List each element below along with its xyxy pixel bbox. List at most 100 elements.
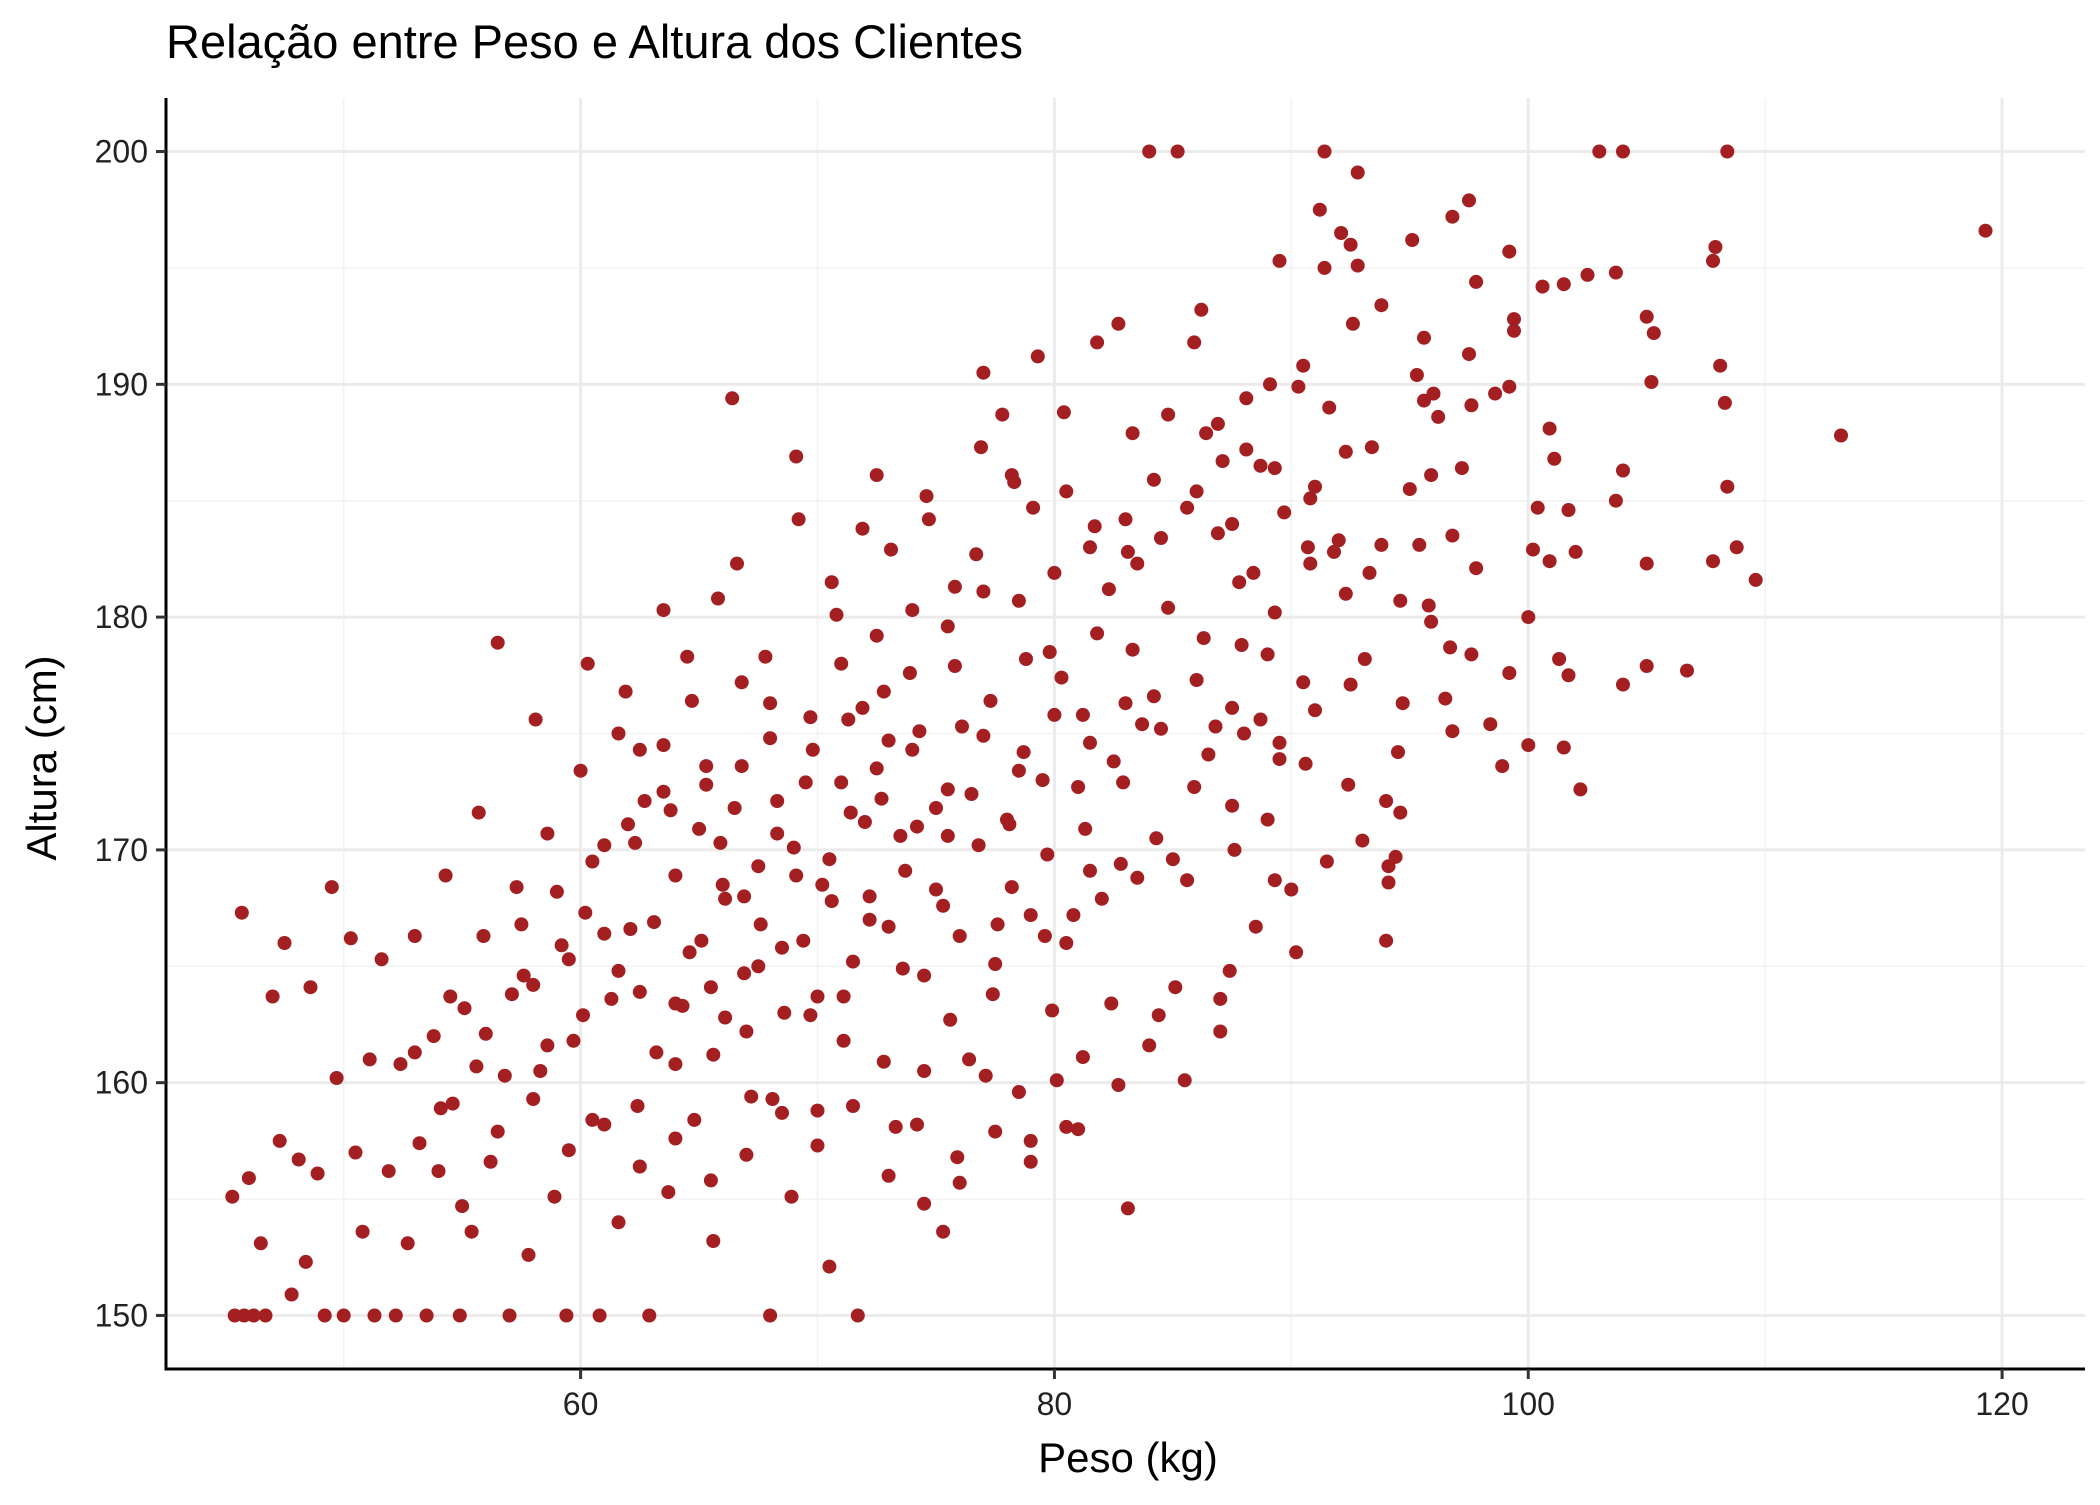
- data-point: [1196, 631, 1211, 646]
- data-point: [990, 917, 1005, 932]
- data-point: [1011, 593, 1026, 608]
- data-point: [329, 1071, 344, 1085]
- data-point: [526, 1092, 541, 1106]
- data-point: [1118, 696, 1133, 711]
- data-point: [810, 989, 825, 1004]
- data-point: [1507, 312, 1521, 327]
- data-point: [976, 584, 991, 599]
- data-point: [566, 1033, 581, 1048]
- data-point: [1338, 586, 1353, 601]
- data-point: [1180, 500, 1195, 515]
- data-point: [618, 684, 633, 699]
- data-point: [803, 710, 818, 725]
- data-point: [1239, 442, 1254, 457]
- data-point: [751, 959, 766, 974]
- data-point: [824, 575, 839, 590]
- data-point: [1644, 375, 1659, 389]
- data-point: [1717, 395, 1732, 410]
- data-point: [559, 1308, 574, 1323]
- data-point: [1199, 426, 1214, 441]
- data-point: [775, 940, 789, 955]
- data-point: [445, 1096, 460, 1111]
- data-point: [1296, 358, 1311, 373]
- data-point: [1016, 745, 1031, 760]
- data-point: [1189, 484, 1204, 499]
- data-point: [952, 1175, 967, 1190]
- data-point: [784, 1189, 799, 1204]
- data-point: [317, 1308, 332, 1323]
- data-point: [1322, 400, 1337, 415]
- data-point: [1616, 144, 1630, 159]
- data-point: [656, 603, 671, 618]
- data-point: [810, 1138, 825, 1153]
- data-point: [1000, 812, 1014, 827]
- axes: [156, 98, 2085, 1379]
- data-point: [478, 1026, 493, 1041]
- data-point: [805, 742, 820, 757]
- data-point: [419, 1308, 434, 1323]
- data-point: [739, 1024, 754, 1039]
- data-point: [1421, 598, 1436, 613]
- data-point: [1445, 724, 1460, 739]
- data-point: [1312, 202, 1327, 217]
- data-point: [1189, 673, 1204, 687]
- data-point: [1374, 298, 1389, 313]
- data-point: [1101, 582, 1116, 597]
- data-point: [1343, 237, 1358, 252]
- data-point: [1680, 663, 1694, 678]
- data-point: [1037, 929, 1052, 943]
- data-point: [737, 966, 752, 981]
- data-point: [841, 712, 856, 727]
- data-point: [1194, 302, 1209, 317]
- data-point: [983, 693, 998, 708]
- data-point: [929, 882, 943, 897]
- data-point: [632, 1159, 647, 1174]
- data-point: [1075, 707, 1090, 722]
- data-point: [1120, 1201, 1135, 1216]
- data-point: [893, 828, 908, 843]
- data-point: [713, 835, 728, 850]
- data-point: [751, 859, 766, 874]
- data-point: [1047, 707, 1062, 722]
- data-point: [1225, 798, 1240, 813]
- data-point: [1445, 528, 1460, 543]
- data-point: [1180, 873, 1195, 888]
- data-point: [884, 542, 898, 557]
- data-point: [1187, 335, 1202, 350]
- data-point: [1227, 842, 1242, 857]
- data-point: [1135, 717, 1150, 732]
- data-point: [628, 835, 643, 850]
- data-point: [1146, 689, 1161, 704]
- data-point: [1350, 258, 1365, 273]
- data-points: [225, 144, 1993, 1323]
- data-point: [876, 1054, 891, 1069]
- data-point: [547, 1189, 562, 1204]
- data-point: [533, 1064, 548, 1078]
- data-point: [862, 912, 877, 927]
- data-point: [1047, 565, 1062, 580]
- data-point: [1834, 428, 1848, 443]
- chart-title: Relação entre Peso e Altura dos Clientes: [166, 15, 1023, 68]
- data-point: [504, 987, 519, 1002]
- data-point: [1118, 512, 1133, 527]
- data-point: [1357, 652, 1372, 666]
- data-point: [905, 742, 920, 757]
- data-point: [1260, 812, 1275, 827]
- data-point: [1161, 600, 1176, 615]
- data-point: [348, 1145, 363, 1160]
- data-point: [715, 877, 730, 892]
- data-point: [632, 984, 647, 999]
- data-point: [1040, 847, 1055, 862]
- data-point: [253, 1236, 268, 1251]
- data-point: [241, 1171, 256, 1186]
- data-point: [483, 1154, 498, 1169]
- data-point: [1142, 144, 1157, 159]
- data-point: [592, 1308, 607, 1323]
- data-point: [1300, 540, 1315, 555]
- data-point: [1495, 759, 1510, 774]
- data-point: [630, 1099, 645, 1113]
- data-point: [1272, 735, 1287, 750]
- data-point: [1165, 852, 1180, 867]
- data-point: [929, 801, 943, 815]
